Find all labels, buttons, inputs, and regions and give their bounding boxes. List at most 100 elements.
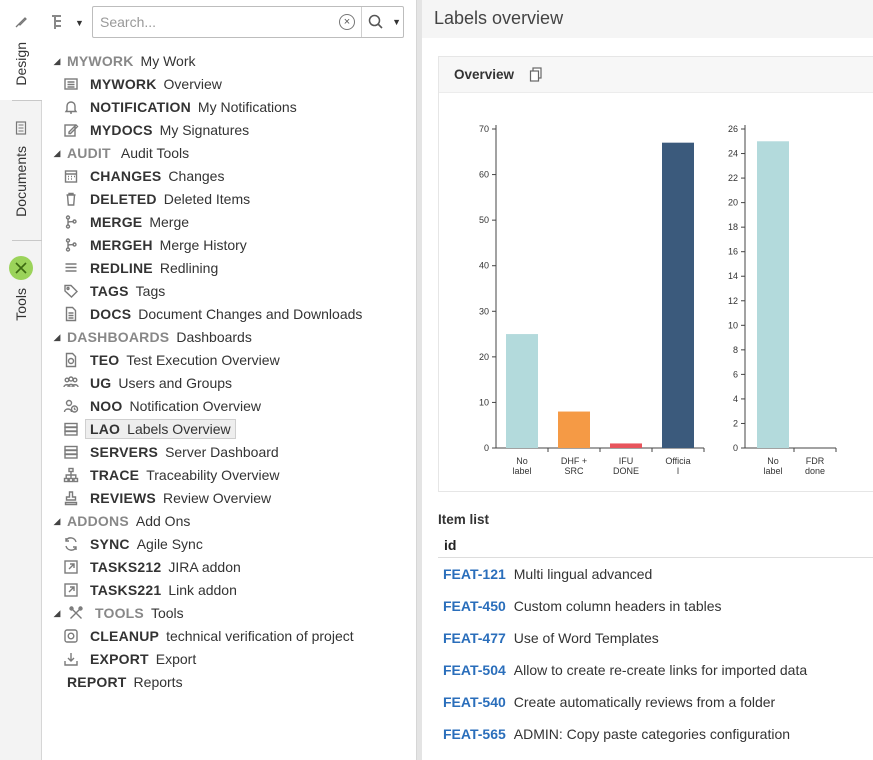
tree-item-text: EXPORT Export: [90, 651, 196, 667]
tree-item[interactable]: SYNC Agile Sync: [62, 533, 203, 555]
branch-icon: [62, 236, 80, 254]
trash-icon: [62, 190, 80, 208]
tree-item[interactable]: TASKS221 Link addon: [62, 579, 237, 601]
server-icon: [62, 443, 80, 461]
copy-icon[interactable]: [529, 67, 543, 82]
tree-item[interactable]: MERGE Merge: [62, 211, 189, 233]
tree-item[interactable]: REDLINE Redlining: [62, 257, 218, 279]
tree-item-text: TASKS212 JIRA addon: [90, 559, 241, 575]
tree-item[interactable]: NOO Notification Overview: [62, 395, 261, 417]
document-icon: [9, 116, 33, 140]
tree-folder[interactable]: ◢ ADDONS Add Ons: [54, 510, 191, 532]
search-input[interactable]: [93, 8, 333, 36]
tree-folder[interactable]: ◢ MYWORK My Work: [54, 50, 196, 72]
x-tick-label: IFU: [619, 456, 634, 466]
tree-item-label: Labels Overview: [127, 421, 231, 437]
y-tick-label: 26: [728, 124, 738, 134]
expand-caret-icon[interactable]: ◢: [53, 515, 61, 526]
tree-item[interactable]: DOCS Document Changes and Downloads: [62, 303, 362, 325]
tree-item-label: Merge: [149, 214, 190, 230]
tree-item[interactable]: CHANGES Changes: [62, 165, 224, 187]
item-id-link[interactable]: FEAT-477: [443, 630, 506, 646]
tree-item[interactable]: LAO Labels Overview: [62, 418, 236, 440]
tree-item-text: MYDOCS My Signatures: [90, 122, 249, 138]
tree-item-text: REVIEWS Review Overview: [90, 490, 271, 506]
tree-folder[interactable]: ◢ AUDIT Audit Tools: [54, 142, 190, 164]
x-tick-label: done: [805, 466, 825, 476]
tree-item-code: TRACE: [90, 467, 140, 483]
expand-caret-icon[interactable]: ◢: [53, 55, 61, 66]
tree-item[interactable]: DELETED Deleted Items: [62, 188, 250, 210]
tree-item-code: UG: [90, 375, 112, 391]
y-tick-label: 50: [479, 215, 489, 225]
tree-item-text: MERGEH Merge History: [90, 237, 247, 253]
tree-item-code: SERVERS: [90, 444, 159, 460]
tree-item[interactable]: REPORT Reports: [67, 671, 183, 693]
tab-design[interactable]: Design: [0, 0, 42, 100]
tree-item[interactable]: REVIEWS Review Overview: [62, 487, 271, 509]
x-tick-label: label: [512, 466, 531, 476]
item-id-link[interactable]: FEAT-540: [443, 694, 506, 710]
expand-caret-icon[interactable]: ◢: [53, 147, 61, 158]
tree-item-text: AUDIT Audit Tools: [67, 145, 189, 161]
tree-folder[interactable]: ◢ DASHBOARDS Dashboards: [54, 326, 252, 348]
rail-divider: [12, 100, 42, 101]
item-title: Custom column headers in tables: [513, 598, 722, 614]
tree-item-code: REDLINE: [90, 260, 153, 276]
tree-item[interactable]: EXPORT Export: [62, 648, 196, 670]
tab-documents[interactable]: Documents: [0, 116, 42, 240]
search-box: × ▼: [92, 6, 404, 38]
item-id-link[interactable]: FEAT-121: [443, 566, 506, 582]
tree-folder[interactable]: ◢ TOOLS Tools: [54, 602, 184, 624]
list-icon: [62, 75, 80, 93]
chevron-down-icon: ▼: [392, 17, 401, 27]
item-list: Item list id FEAT-121 Multi lingual advan…: [438, 512, 873, 750]
tree-item-label: Agile Sync: [136, 536, 203, 552]
expand-caret-icon[interactable]: ◢: [53, 331, 61, 342]
tree-item-label: My Signatures: [159, 122, 250, 138]
search-button[interactable]: ▼: [367, 10, 401, 34]
tree-item-label: Users and Groups: [118, 375, 233, 391]
tree-item[interactable]: TASKS212 JIRA addon: [62, 556, 241, 578]
tree-item-code: TASKS212: [90, 559, 162, 575]
tree-item[interactable]: MYDOCS My Signatures: [62, 119, 249, 141]
tree-item[interactable]: NOTIFICATION My Notifications: [62, 96, 297, 118]
tree-item-text: NOTIFICATION My Notifications: [90, 99, 297, 115]
tree-item[interactable]: TRACE Traceability Overview: [62, 464, 280, 486]
tree-item[interactable]: SERVERS Server Dashboard: [62, 441, 279, 463]
tree-item-code: MERGE: [90, 214, 143, 230]
tab-design-label: Design: [12, 42, 29, 86]
lines-icon: [62, 259, 80, 277]
item-id-link[interactable]: FEAT-450: [443, 598, 506, 614]
tree-item-code: MYWORK: [90, 76, 157, 92]
tree-item-label: Changes: [168, 168, 225, 184]
item-id-link[interactable]: FEAT-504: [443, 662, 506, 678]
panel-splitter[interactable]: [416, 0, 422, 760]
tab-tools[interactable]: Tools: [0, 256, 42, 336]
y-tick-label: 10: [728, 320, 738, 330]
calendar-icon: [62, 167, 80, 185]
tag-icon: [62, 282, 80, 300]
clear-icon[interactable]: ×: [339, 14, 355, 30]
external-link-icon: [62, 581, 80, 599]
tree-item[interactable]: TAGS Tags: [62, 280, 165, 302]
y-tick-label: 70: [479, 124, 489, 134]
expand-caret-icon[interactable]: ◢: [53, 607, 61, 618]
stamp-icon: [62, 489, 80, 507]
tree-item[interactable]: TEO Test Execution Overview: [62, 349, 280, 371]
tree-item-text: TAGS Tags: [90, 283, 165, 299]
tree-item[interactable]: MERGEH Merge History: [62, 234, 247, 256]
tree-item[interactable]: CLEANUP technical verification of project: [62, 625, 354, 647]
tree-item[interactable]: UG Users and Groups: [62, 372, 232, 394]
tree-item-label: Tags: [135, 283, 166, 299]
tree-item-label: Notification Overview: [129, 398, 262, 414]
tree-item-code: TOOLS: [95, 605, 144, 621]
content-area: Overview 0 10 20 30 40 50 60 70 No label DHF + SRC I…: [422, 38, 873, 760]
item-id-link[interactable]: FEAT-565: [443, 726, 506, 742]
x-tick-label: Officia: [665, 456, 690, 466]
tree-item-text: ADDONS Add Ons: [67, 513, 190, 529]
chart-bar: [558, 411, 590, 448]
tree-item[interactable]: MYWORK Overview: [62, 73, 222, 95]
overview-card: Overview 0 10 20 30 40 50 60 70 No label DHF + SRC I…: [438, 56, 873, 492]
tree-view-button[interactable]: ▼: [50, 10, 90, 36]
